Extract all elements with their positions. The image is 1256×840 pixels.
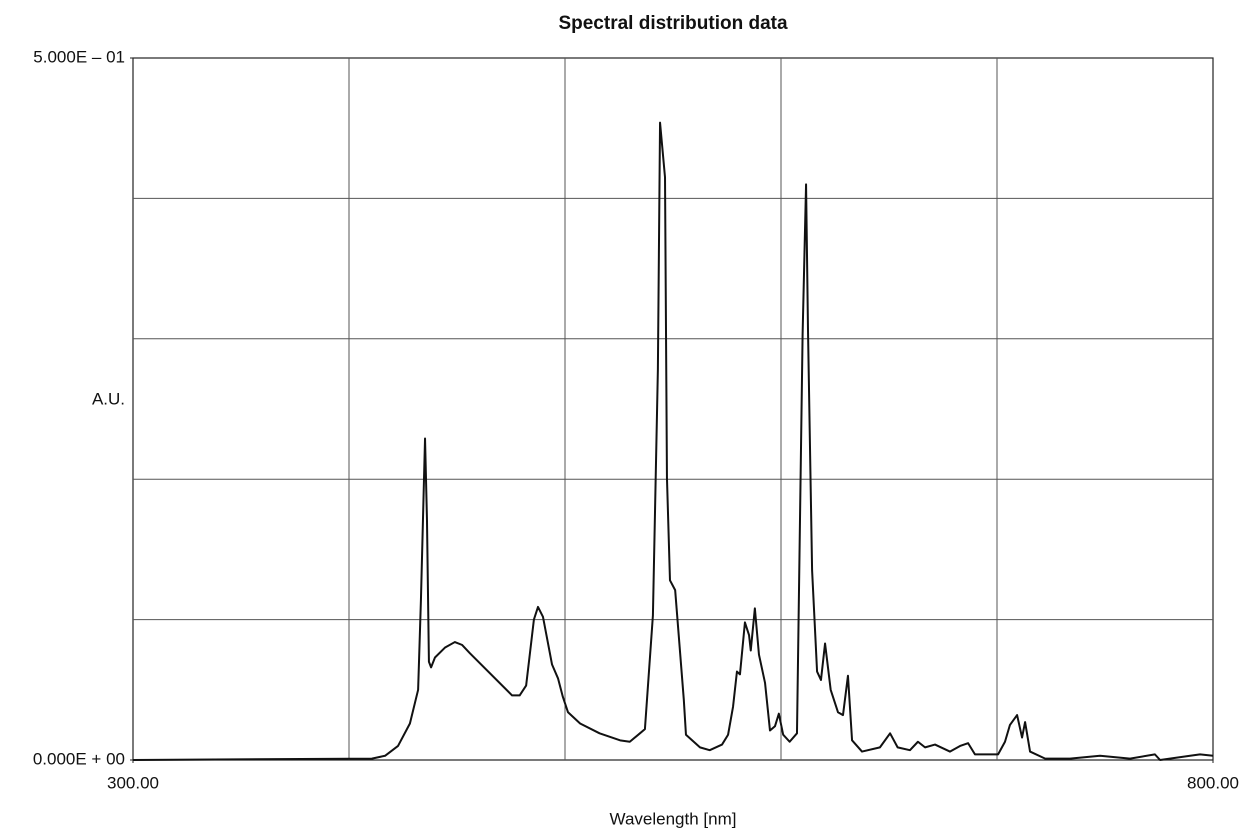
y-tick-label: 0.000E + 00 <box>33 749 125 768</box>
plot-frame <box>132 57 1214 761</box>
chart-title: Spectral distribution data <box>558 13 788 34</box>
spectrum-line <box>132 121 1214 761</box>
x-tick-label: 300.00 <box>107 773 159 792</box>
x-axis-label: Wavelength [nm] <box>610 809 737 828</box>
y-tick-label: 5.000E – 01 <box>33 47 125 66</box>
x-tick-label: 800.00 <box>1187 773 1239 792</box>
y-axis-label: A.U. <box>92 389 125 408</box>
